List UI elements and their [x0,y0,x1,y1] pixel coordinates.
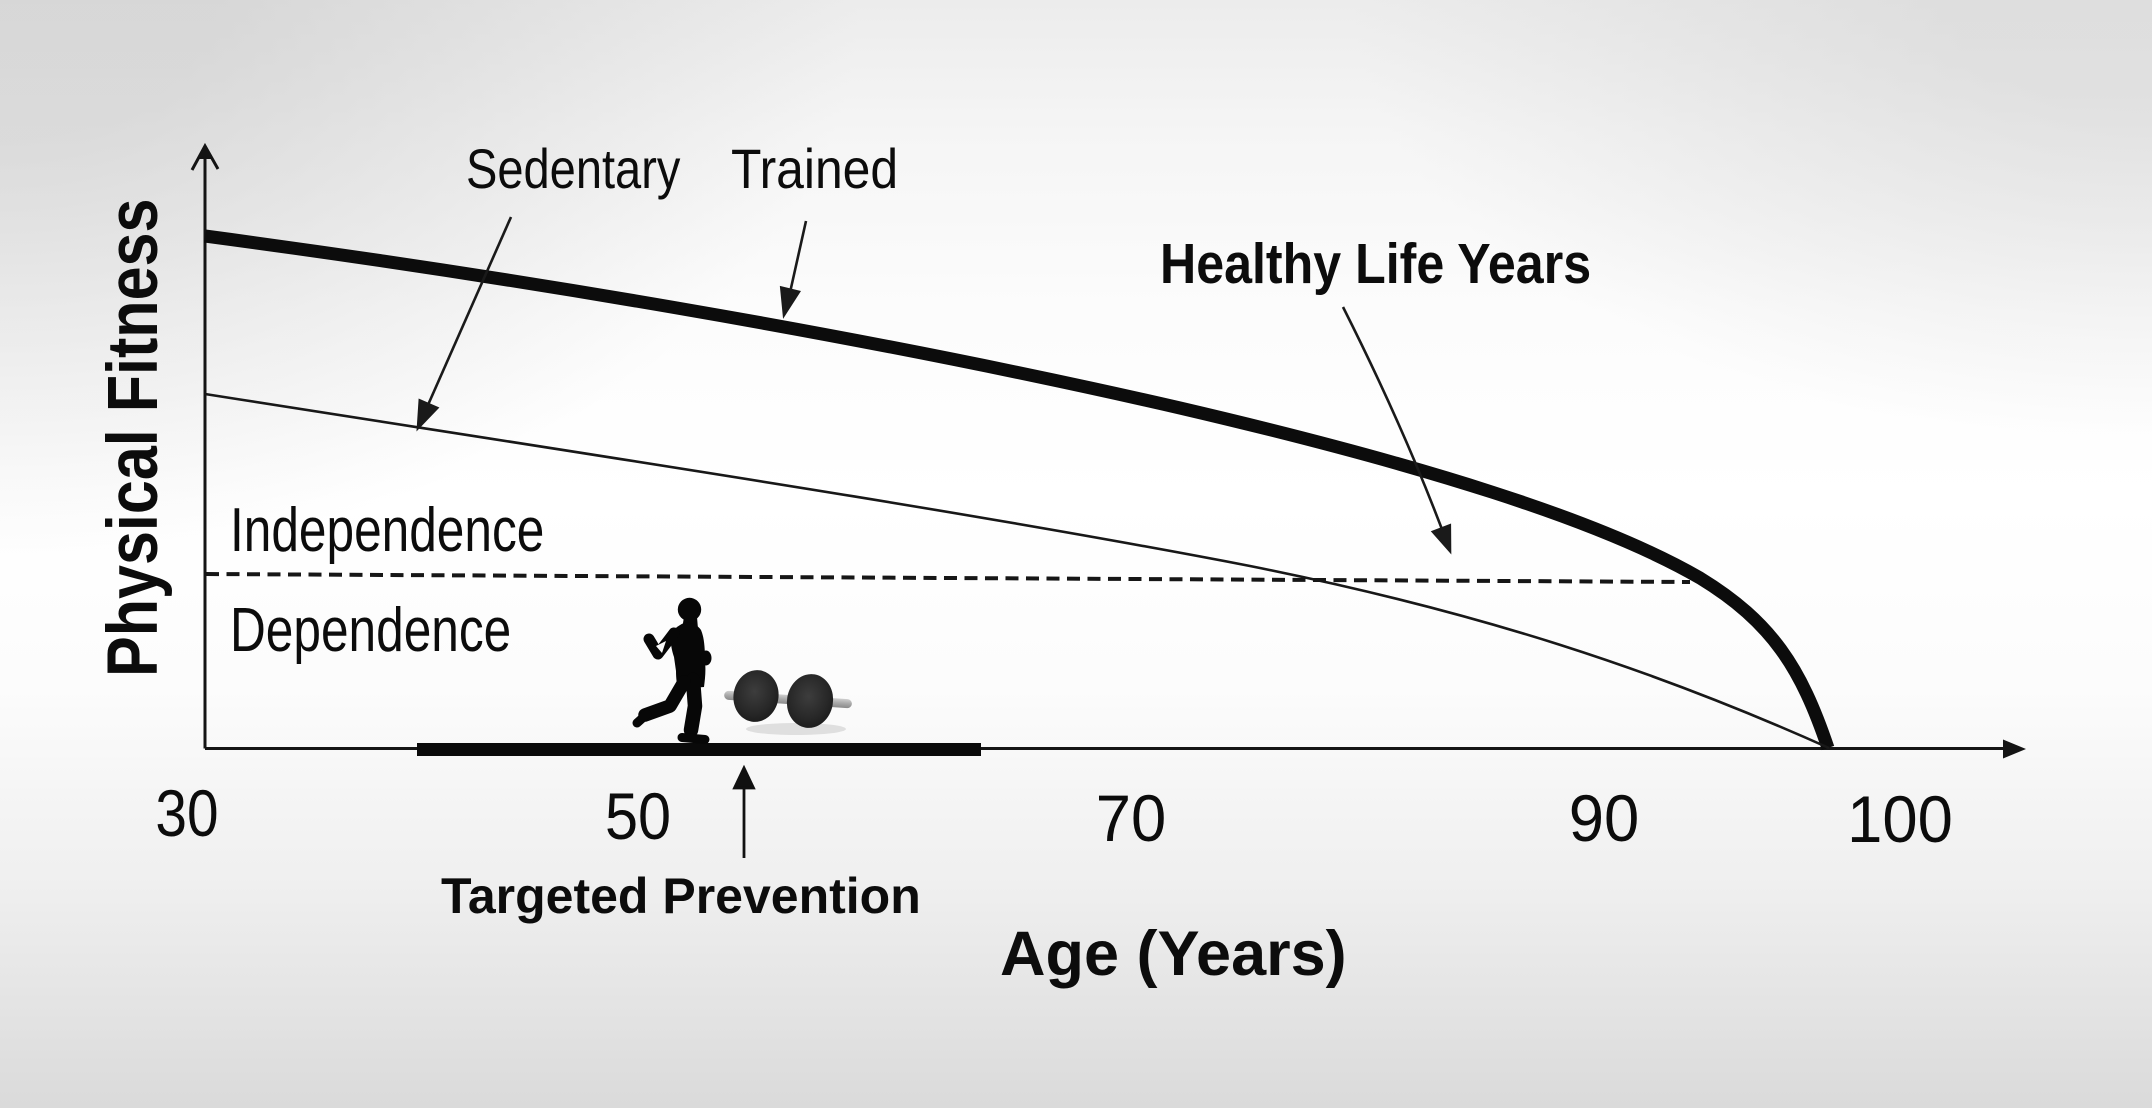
svg-text:100: 100 [1847,782,1953,856]
svg-text:Independence: Independence [230,495,544,565]
svg-text:Healthy Life Years: Healthy Life Years [1160,232,1591,296]
svg-text:Trained: Trained [731,138,898,200]
svg-text:30: 30 [155,777,218,851]
svg-text:90: 90 [1569,781,1639,855]
svg-text:Age (Years): Age (Years) [1000,919,1347,989]
svg-text:Dependence: Dependence [230,595,511,665]
svg-text:Sedentary: Sedentary [466,137,681,200]
svg-text:50: 50 [605,780,671,854]
svg-text:Targeted Prevention: Targeted Prevention [441,868,921,924]
svg-text:70: 70 [1096,781,1166,855]
svg-text:Physical Fitness: Physical Fitness [94,199,173,677]
